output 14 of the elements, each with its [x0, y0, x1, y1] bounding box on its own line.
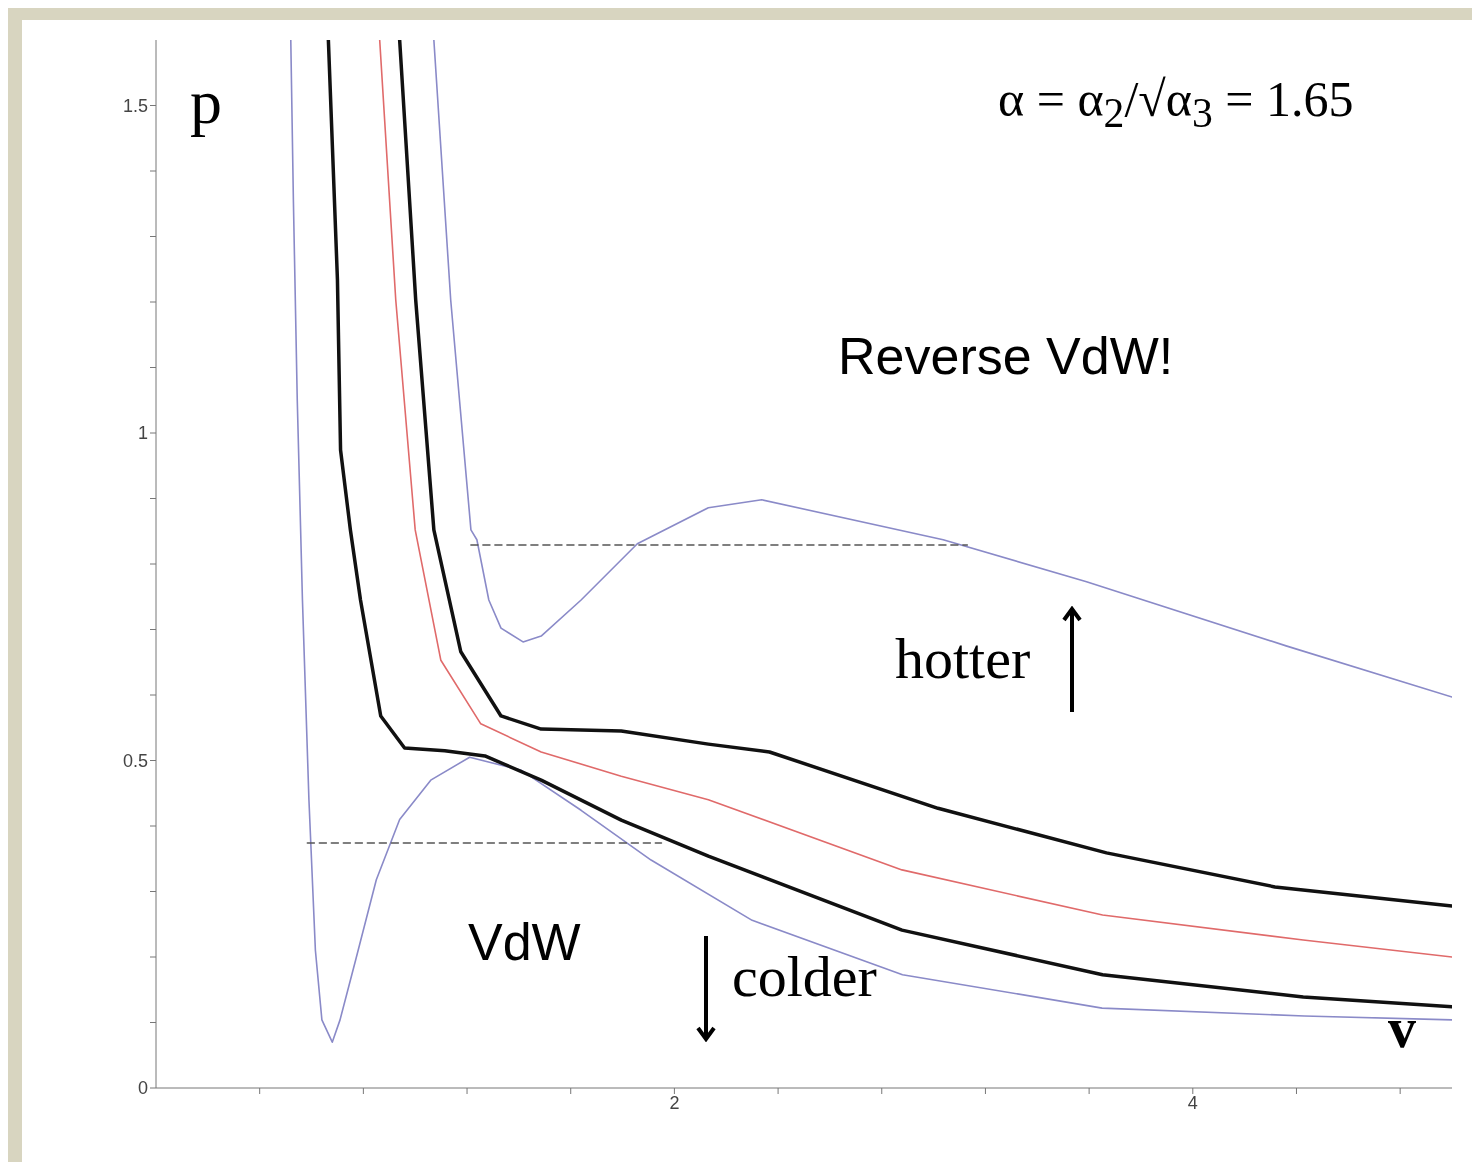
- annotation: hotter: [895, 626, 1031, 691]
- x-tick-label: 4: [1187, 1092, 1198, 1113]
- annotation: Reverse VdW!: [838, 327, 1174, 385]
- x-axis-title: v: [1388, 997, 1416, 1059]
- y-tick-label: 0: [137, 1078, 148, 1099]
- x-tick-label: 2: [669, 1092, 680, 1113]
- y-tick-label: 0.5: [122, 750, 148, 771]
- line-series: [433, 40, 1452, 698]
- y-tick-label: 1: [137, 423, 148, 444]
- y-axis-title: p: [190, 66, 222, 137]
- annotation: VdW: [468, 913, 581, 971]
- y-tick-label: 1.5: [122, 95, 148, 116]
- annotation: colder: [732, 944, 877, 1009]
- annotation: α = α$_{2}$/√α$_{3}$ = 1.65: [998, 71, 1354, 136]
